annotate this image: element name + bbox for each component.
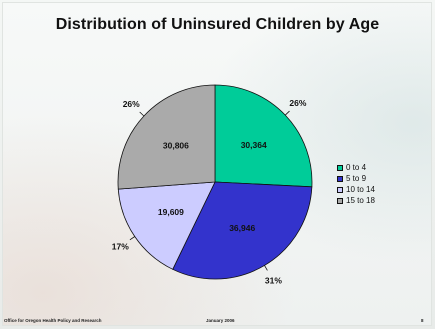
- chart-legend: 0 to 4 5 to 9 10 to 14 15 to 18: [337, 162, 375, 206]
- legend-swatch: [337, 186, 343, 193]
- slice-leader-line: [129, 236, 136, 241]
- footer-organization: Office for Oregon Health Policy and Rese…: [4, 318, 102, 323]
- slice-percent-label: 31%: [265, 276, 282, 286]
- slice-value-label: 36,946: [229, 223, 255, 233]
- slice-leader-line: [285, 110, 290, 116]
- legend-item: 10 to 14: [337, 184, 375, 195]
- legend-label: 5 to 9: [346, 174, 367, 183]
- slice-value-label: 30,806: [163, 141, 189, 151]
- footer-page-number: 8: [421, 318, 424, 323]
- legend-item: 5 to 9: [337, 173, 375, 184]
- footer-date: January 2006: [206, 318, 235, 323]
- chart-title: Distribution of Uninsured Children by Ag…: [55, 16, 380, 33]
- legend-item: 0 to 4: [337, 162, 375, 173]
- slice-percent-label: 17%: [112, 241, 129, 251]
- legend-item: 15 to 18: [337, 195, 375, 206]
- slice-percent-label: 26%: [289, 98, 306, 108]
- slice-percent-label: 26%: [123, 99, 140, 109]
- slice-value-label: 19,609: [158, 207, 184, 217]
- legend-label: 0 to 4: [346, 163, 367, 172]
- legend-swatch: [337, 164, 343, 171]
- slice-leader-line: [139, 111, 145, 117]
- legend-swatch: [337, 197, 343, 204]
- pie-slice-15-to-18: [117, 84, 216, 190]
- legend-label: 10 to 14: [346, 185, 375, 194]
- pie-slice-10-to-14: [117, 181, 216, 270]
- pie-slice-0-to-4: [214, 84, 313, 188]
- slice-leader-line: [264, 265, 268, 271]
- slice-value-label: 30,364: [241, 140, 267, 150]
- legend-swatch: [337, 175, 343, 182]
- legend-label: 15 to 18: [346, 196, 375, 205]
